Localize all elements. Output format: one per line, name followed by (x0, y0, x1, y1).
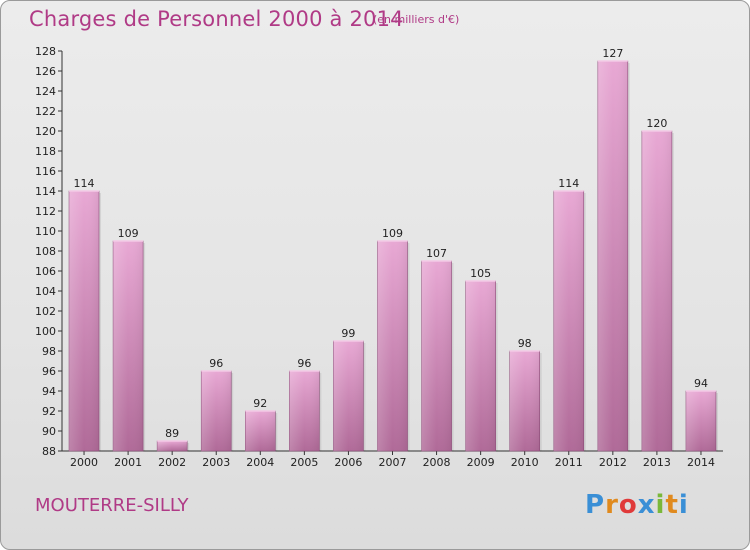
bar-highlight (421, 261, 452, 451)
x-tick-label: 2011 (555, 456, 583, 469)
y-tick-label: 94 (42, 385, 56, 398)
x-tick-label: 2004 (246, 456, 274, 469)
y-tick-label: 100 (35, 325, 56, 338)
x-tick-label: 2003 (202, 456, 230, 469)
bar-highlight (377, 241, 408, 451)
x-tick-label: 2009 (467, 456, 495, 469)
bar-highlight (333, 341, 364, 451)
data-label: 98 (518, 337, 532, 350)
y-tick-label: 96 (42, 365, 56, 378)
y-tick-label: 106 (35, 265, 56, 278)
bar-highlight (201, 371, 232, 451)
logo-letter: r (605, 490, 619, 520)
y-tick-label: 102 (35, 305, 56, 318)
bar-highlight (157, 441, 188, 451)
y-tick-label: 98 (42, 345, 56, 358)
bar-highlight (641, 131, 672, 451)
y-tick-label: 112 (35, 205, 56, 218)
data-label: 99 (341, 327, 355, 340)
commune-name: MOUTERRE-SILLY (35, 495, 189, 516)
x-tick-label: 2013 (643, 456, 671, 469)
x-tick-label: 2010 (511, 456, 539, 469)
y-tick-label: 124 (35, 85, 56, 98)
data-label: 109 (118, 227, 139, 240)
x-tick-label: 2000 (70, 456, 98, 469)
data-label: 120 (646, 117, 667, 130)
logo-letter: x (637, 490, 656, 520)
y-tick-label: 88 (42, 445, 56, 458)
y-tick-label: 92 (42, 405, 56, 418)
bar-highlight (113, 241, 144, 451)
proxiti-logo: Proxiti (585, 490, 689, 520)
data-label: 92 (253, 397, 267, 410)
data-label: 94 (694, 377, 708, 390)
y-tick-label: 126 (35, 65, 56, 78)
y-tick-label: 104 (35, 285, 56, 298)
chart-subtitle: (en milliers d'€) (373, 13, 460, 26)
bar-highlight (597, 61, 628, 451)
chart-title: Charges de Personnel 2000 à 2014 (29, 7, 404, 31)
bar-highlight (685, 391, 716, 451)
bar-highlight (465, 281, 496, 451)
data-label: 105 (470, 267, 491, 280)
bar-highlight (69, 191, 100, 451)
data-label: 89 (165, 427, 179, 440)
data-label: 107 (426, 247, 447, 260)
y-tick-label: 110 (35, 225, 56, 238)
y-tick-label: 114 (35, 185, 56, 198)
y-tick-label: 108 (35, 245, 56, 258)
y-tick-label: 118 (35, 145, 56, 158)
bar-highlight (509, 351, 540, 451)
y-tick-label: 90 (42, 425, 56, 438)
y-tick-label: 120 (35, 125, 56, 138)
data-label: 127 (602, 47, 623, 60)
data-label: 109 (382, 227, 403, 240)
x-tick-label: 2007 (379, 456, 407, 469)
logo-letter: t (665, 490, 679, 520)
logo-letter: o (618, 490, 638, 520)
x-tick-label: 2001 (114, 456, 142, 469)
data-label: 114 (558, 177, 579, 190)
logo-letter: i (655, 490, 666, 520)
x-tick-label: 2014 (687, 456, 715, 469)
data-label: 96 (297, 357, 311, 370)
logo-letter: P (585, 490, 606, 520)
x-tick-label: 2006 (334, 456, 362, 469)
data-label: 96 (209, 357, 223, 370)
logo-letter: i (678, 490, 689, 520)
x-tick-label: 2005 (290, 456, 318, 469)
x-tick-label: 2002 (158, 456, 186, 469)
y-tick-label: 128 (35, 45, 56, 58)
x-tick-label: 2008 (423, 456, 451, 469)
data-label: 114 (74, 177, 95, 190)
bar-highlight (245, 411, 276, 451)
y-tick-label: 122 (35, 105, 56, 118)
y-tick-label: 116 (35, 165, 56, 178)
bar-highlight (289, 371, 320, 451)
bar-highlight (553, 191, 584, 451)
x-tick-label: 2012 (599, 456, 627, 469)
